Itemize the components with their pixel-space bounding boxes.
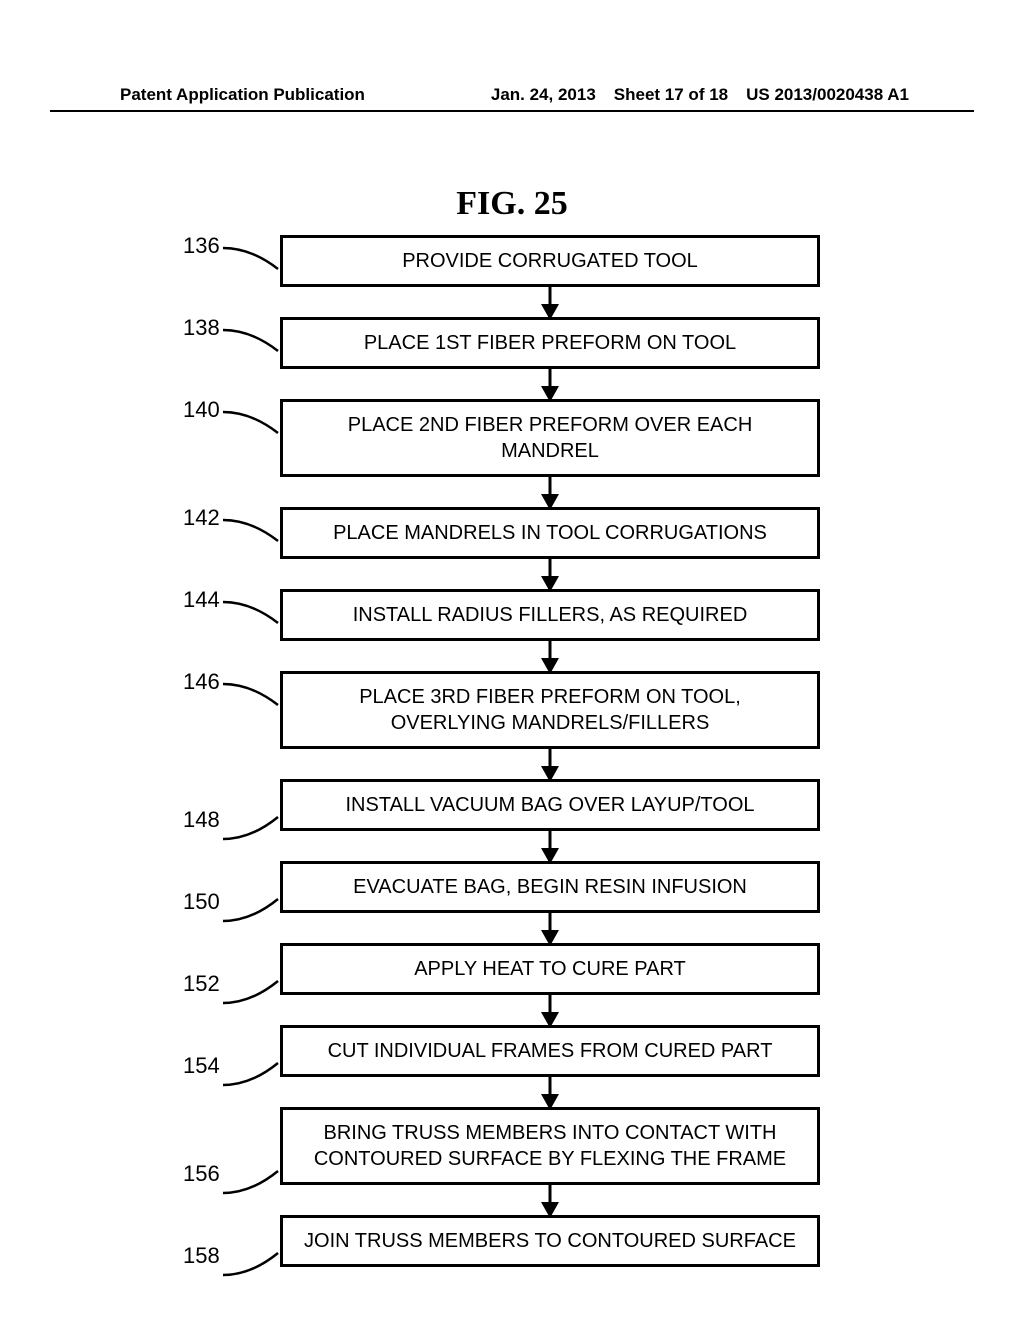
step-number-label: 136 <box>183 233 220 259</box>
step-box: PLACE 2ND FIBER PREFORM OVER EACH MANDRE… <box>280 399 820 477</box>
step-number-label: 146 <box>183 669 220 695</box>
header-divider <box>50 110 974 112</box>
step-number-label: 152 <box>183 971 220 997</box>
flow-step-row: 158 JOIN TRUSS MEMBERS TO CONTOURED SURFA… <box>180 1215 845 1267</box>
step-box: BRING TRUSS MEMBERS INTO CONTACT WITHCON… <box>280 1107 820 1185</box>
figure-title: FIG. 25 <box>0 185 1024 223</box>
step-box: JOIN TRUSS MEMBERS TO CONTOURED SURFACE <box>280 1215 820 1267</box>
header-sheet: Sheet 17 of 18 <box>614 85 728 105</box>
flow-arrow <box>280 287 820 317</box>
step-text-line: BRING TRUSS MEMBERS INTO CONTACT WITH <box>324 1120 777 1146</box>
flow-step-row: 152 APPLY HEAT TO CURE PART <box>180 943 845 995</box>
flow-step-row: 154 CUT INDIVIDUAL FRAMES FROM CURED PART <box>180 1025 845 1077</box>
step-box: CUT INDIVIDUAL FRAMES FROM CURED PART <box>280 1025 820 1077</box>
flow-step-row: 138 PLACE 1ST FIBER PREFORM ON TOOL <box>180 317 845 369</box>
step-box: APPLY HEAT TO CURE PART <box>280 943 820 995</box>
step-box: INSTALL RADIUS FILLERS, AS REQUIRED <box>280 589 820 641</box>
flow-step-row: 144 INSTALL RADIUS FILLERS, AS REQUIRED <box>180 589 845 641</box>
step-number-label: 158 <box>183 1243 220 1269</box>
flow-arrow <box>280 749 820 779</box>
flow-step-row: 150 EVACUATE BAG, BEGIN RESIN INFUSION <box>180 861 845 913</box>
flow-arrow <box>280 1185 820 1215</box>
step-number-label: 150 <box>183 889 220 915</box>
step-text-line: INSTALL RADIUS FILLERS, AS REQUIRED <box>353 602 748 628</box>
flow-arrow <box>280 641 820 671</box>
step-number-label: 156 <box>183 1161 220 1187</box>
step-text-line: CONTOURED SURFACE BY FLEXING THE FRAME <box>314 1146 786 1172</box>
step-number-label: 142 <box>183 505 220 531</box>
step-number-label: 148 <box>183 807 220 833</box>
step-text-line: PLACE 3RD FIBER PREFORM ON TOOL, <box>359 684 741 710</box>
step-box: PLACE 3RD FIBER PREFORM ON TOOL,OVERLYIN… <box>280 671 820 749</box>
step-text-line: PLACE 1ST FIBER PREFORM ON TOOL <box>364 330 736 356</box>
step-box: PROVIDE CORRUGATED TOOL <box>280 235 820 287</box>
step-box: EVACUATE BAG, BEGIN RESIN INFUSION <box>280 861 820 913</box>
header-pubno: US 2013/0020438 A1 <box>746 85 909 105</box>
step-box: PLACE MANDRELS IN TOOL CORRUGATIONS <box>280 507 820 559</box>
step-text-line: PROVIDE CORRUGATED TOOL <box>402 248 698 274</box>
flow-arrow <box>280 369 820 399</box>
flow-step-row: 142 PLACE MANDRELS IN TOOL CORRUGATIONS <box>180 507 845 559</box>
step-text-line: JOIN TRUSS MEMBERS TO CONTOURED SURFACE <box>304 1228 796 1254</box>
header-right: Jan. 24, 2013 Sheet 17 of 18 US 2013/002… <box>491 85 909 105</box>
page-header: Patent Application Publication Jan. 24, … <box>0 85 1024 105</box>
step-text-line: CUT INDIVIDUAL FRAMES FROM CURED PART <box>328 1038 773 1064</box>
step-number-label: 140 <box>183 397 220 423</box>
flow-step-row: 148 INSTALL VACUUM BAG OVER LAYUP/TOOL <box>180 779 845 831</box>
step-text-line: OVERLYING MANDRELS/FILLERS <box>391 710 710 736</box>
step-text-line: EVACUATE BAG, BEGIN RESIN INFUSION <box>353 874 747 900</box>
flow-arrow <box>280 831 820 861</box>
flow-step-row: 140 PLACE 2ND FIBER PREFORM OVER EACH MAN… <box>180 399 845 477</box>
step-number-label: 144 <box>183 587 220 613</box>
flow-step-row: 156 BRING TRUSS MEMBERS INTO CONTACT WITH… <box>180 1107 845 1185</box>
flow-arrow <box>280 477 820 507</box>
step-text-line: PLACE 2ND FIBER PREFORM OVER EACH MANDRE… <box>299 412 801 464</box>
flow-arrow <box>280 995 820 1025</box>
flow-step-row: 146 PLACE 3RD FIBER PREFORM ON TOOL,OVERL… <box>180 671 845 749</box>
flow-arrow <box>280 913 820 943</box>
flow-arrow <box>280 559 820 589</box>
flow-arrow <box>280 1077 820 1107</box>
header-date: Jan. 24, 2013 <box>491 85 596 105</box>
flow-step-row: 136 PROVIDE CORRUGATED TOOL <box>180 235 845 287</box>
step-text-line: PLACE MANDRELS IN TOOL CORRUGATIONS <box>333 520 767 546</box>
step-box: INSTALL VACUUM BAG OVER LAYUP/TOOL <box>280 779 820 831</box>
step-text-line: APPLY HEAT TO CURE PART <box>414 956 686 982</box>
step-text-line: INSTALL VACUUM BAG OVER LAYUP/TOOL <box>346 792 755 818</box>
header-left: Patent Application Publication <box>120 85 365 105</box>
step-number-label: 138 <box>183 315 220 341</box>
step-box: PLACE 1ST FIBER PREFORM ON TOOL <box>280 317 820 369</box>
flowchart: 136 PROVIDE CORRUGATED TOOL 138 PLACE 1ST … <box>180 235 845 1267</box>
step-number-label: 154 <box>183 1053 220 1079</box>
